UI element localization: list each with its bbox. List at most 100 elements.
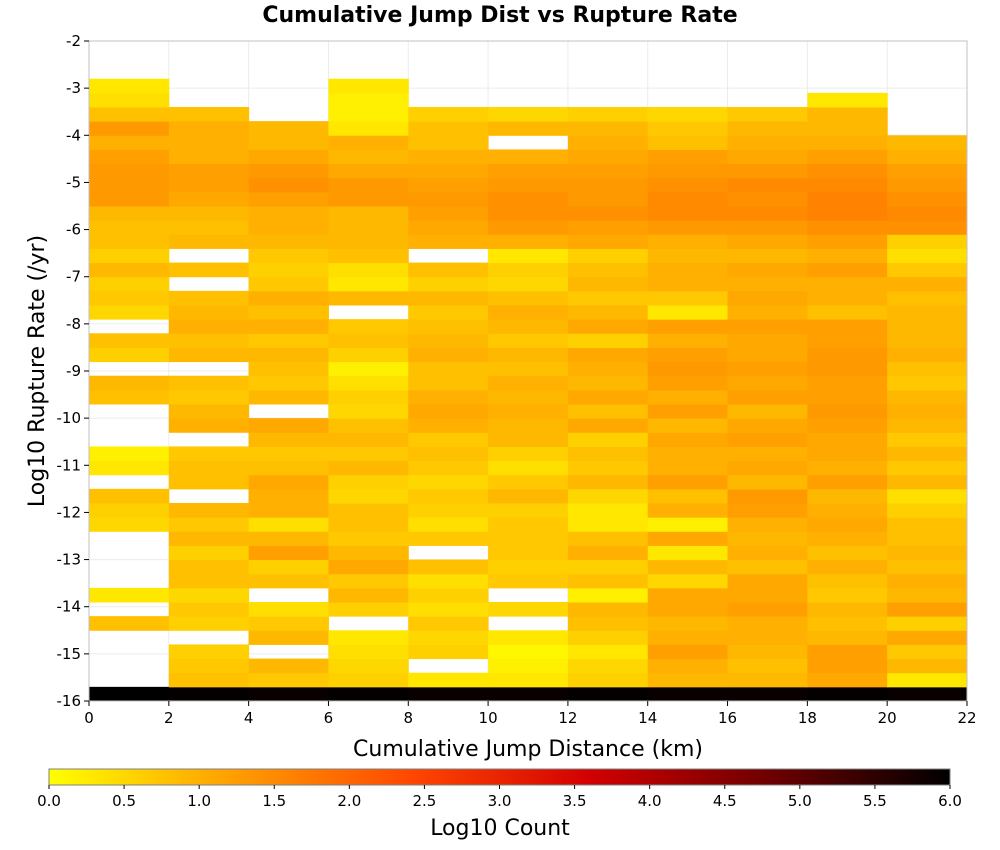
heatmap-cell xyxy=(887,361,968,377)
heatmap-cell xyxy=(727,220,808,235)
heatmap-cell xyxy=(887,418,968,433)
heatmap-cell xyxy=(248,446,329,462)
heatmap-cell xyxy=(488,630,569,645)
heatmap-cell xyxy=(168,347,250,363)
heatmap-cell xyxy=(807,644,888,660)
heatmap-cell xyxy=(567,276,649,292)
heatmap-cell xyxy=(488,389,569,405)
heatmap-cell xyxy=(168,517,250,532)
heatmap-cell xyxy=(89,517,170,532)
heatmap-cell xyxy=(89,107,170,122)
heatmap-cell xyxy=(168,333,250,348)
heatmap-cell xyxy=(887,474,968,490)
heatmap-cell xyxy=(248,531,329,546)
y-tick-label: -7 xyxy=(66,268,81,286)
heatmap-cell xyxy=(567,347,649,363)
heatmap-cell xyxy=(168,220,250,235)
heatmap-cell xyxy=(567,248,649,264)
heatmap-cell xyxy=(408,616,489,631)
heatmap-cell xyxy=(408,121,489,136)
heatmap-cell xyxy=(89,135,170,150)
heatmap-cell xyxy=(567,404,649,419)
heatmap-cell xyxy=(887,149,968,165)
heatmap-cell xyxy=(408,135,489,150)
heatmap-cell xyxy=(488,262,569,278)
heatmap-cell xyxy=(807,220,888,235)
heatmap-cell xyxy=(328,333,409,348)
heatmap-cell xyxy=(807,135,888,150)
heatmap-cell xyxy=(168,389,250,405)
heatmap-cell xyxy=(647,206,729,221)
heatmap-cell xyxy=(727,587,808,603)
x-tick-label: 14 xyxy=(638,709,657,727)
heatmap-cell xyxy=(887,672,968,688)
heatmap-cell xyxy=(727,602,808,617)
heatmap-cell xyxy=(328,488,409,504)
x-tick-label: 8 xyxy=(403,709,413,727)
heatmap-cell xyxy=(488,163,569,179)
heatmap-cell xyxy=(727,107,808,122)
heatmap-cell xyxy=(807,474,888,490)
heatmap-cell xyxy=(887,446,968,462)
heatmap-cell xyxy=(887,276,968,292)
y-tick-label: -3 xyxy=(66,79,81,97)
heatmap-cell xyxy=(248,191,329,207)
heatmap-cell xyxy=(89,305,170,320)
heatmap-cell xyxy=(647,234,729,249)
heatmap-cell xyxy=(567,672,649,688)
heatmap-cell xyxy=(408,149,489,165)
heatmap-cell xyxy=(647,418,729,433)
heatmap-cell xyxy=(89,347,170,363)
heatmap-cell xyxy=(727,686,808,702)
heatmap-cell xyxy=(488,191,569,207)
heatmap-cell xyxy=(328,375,409,391)
colorbar-tick-label: 2.5 xyxy=(412,792,436,810)
heatmap-cell xyxy=(887,234,968,249)
heatmap-cell xyxy=(89,587,170,603)
heatmap-cell xyxy=(807,319,888,334)
heatmap-cell xyxy=(647,276,729,292)
heatmap-cell xyxy=(248,177,329,193)
heatmap-cell xyxy=(807,121,888,136)
heatmap-cell xyxy=(328,135,409,150)
heatmap-cell xyxy=(727,658,808,674)
heatmap-cell xyxy=(248,276,329,292)
heatmap-cell xyxy=(408,573,489,589)
y-tick-label: -15 xyxy=(57,645,82,663)
heatmap-cell xyxy=(807,432,888,447)
heatmap-cell xyxy=(727,375,808,391)
heatmap-cell xyxy=(488,644,569,660)
heatmap-cell xyxy=(887,602,968,617)
heatmap-cell xyxy=(807,503,888,518)
heatmap-cell xyxy=(567,149,649,165)
heatmap-cell xyxy=(567,333,649,348)
colorbar-tick-label: 4.0 xyxy=(638,792,662,810)
heatmap-cell xyxy=(727,418,808,433)
heatmap-cell xyxy=(248,149,329,165)
heatmap-cell xyxy=(887,460,968,476)
heatmap-cell xyxy=(488,305,569,320)
heatmap-cell xyxy=(408,107,489,122)
y-tick-label: -4 xyxy=(66,126,81,144)
chart-title: Cumulative Jump Dist vs Rupture Rate xyxy=(262,3,737,28)
heatmap-cell xyxy=(248,658,329,674)
heatmap-cell xyxy=(248,559,329,575)
heatmap-cell xyxy=(248,375,329,391)
heatmap-cell xyxy=(328,163,409,179)
heatmap-cell xyxy=(408,432,489,447)
heatmap-cell xyxy=(647,361,729,377)
heatmap-cell xyxy=(408,333,489,348)
heatmap-cell xyxy=(807,517,888,532)
heatmap-cell xyxy=(727,488,808,504)
x-tick-label: 18 xyxy=(798,709,817,727)
y-tick-label: -10 xyxy=(57,409,82,427)
heatmap-cell xyxy=(647,404,729,419)
heatmap-cell xyxy=(168,587,250,603)
heatmap-cell xyxy=(488,290,569,306)
heatmap-cell xyxy=(567,602,649,617)
heatmap-cell xyxy=(727,305,808,320)
heatmap-cell xyxy=(408,404,489,419)
heatmap-cell xyxy=(727,135,808,150)
heatmap-cell xyxy=(727,262,808,278)
heatmap-cell xyxy=(89,206,170,221)
